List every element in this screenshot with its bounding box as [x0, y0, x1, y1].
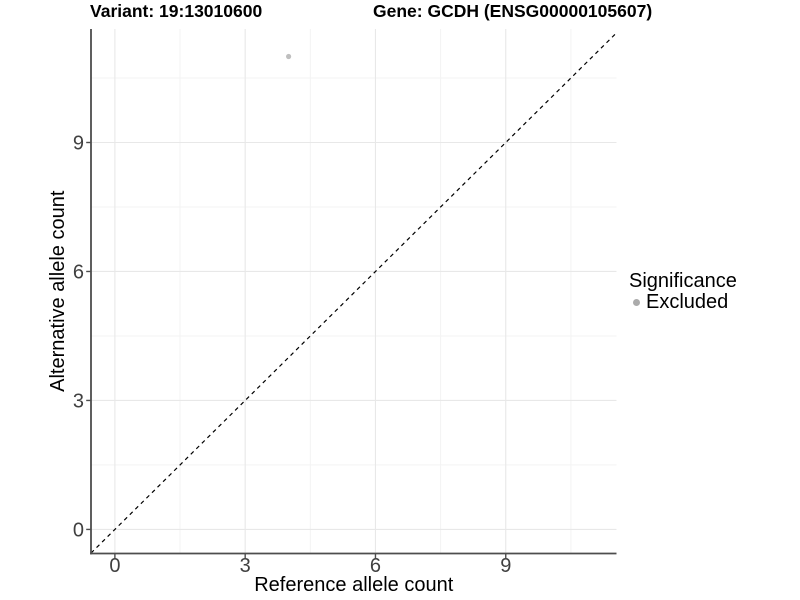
y-tick-label: 6 — [73, 262, 84, 284]
x-tick-label: 9 — [500, 555, 511, 577]
excluded-point-swatch-icon — [633, 298, 640, 306]
plot-title-variant: Variant: 19:13010600 — [90, 1, 263, 21]
legend-item-excluded: Excluded — [629, 291, 737, 313]
x-tick-label: 3 — [240, 555, 251, 577]
legend: Significance Excluded — [629, 270, 737, 313]
y-tick-label: 9 — [73, 133, 84, 155]
y-tick-label: 3 — [73, 391, 84, 413]
y-axis-title: Alternative allele count — [47, 190, 69, 392]
identity-reference-line — [90, 32, 617, 554]
x-tick-label: 0 — [109, 555, 120, 577]
x-tick-label: 6 — [370, 555, 381, 577]
legend-item-label: Excluded — [646, 291, 729, 313]
y-tick-label: 0 — [73, 520, 84, 542]
plot-title-gene: Gene: GCDH (ENSG00000105607) — [373, 1, 653, 21]
x-axis-title: Reference allele count — [254, 574, 453, 596]
legend-title: Significance — [629, 270, 737, 292]
data-point — [286, 53, 292, 60]
